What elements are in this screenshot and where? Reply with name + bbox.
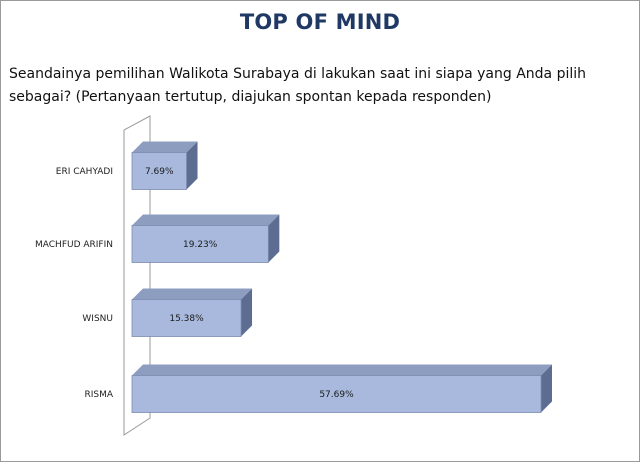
- bar-0: [131, 152, 187, 190]
- survey-question: Seandainya pemilihan Walikota Surabaya d…: [9, 66, 587, 105]
- bar-side-3: [541, 364, 552, 413]
- category-label-0: ERI CAHYADI: [56, 167, 113, 177]
- page-title: TOP OF MIND: [239, 10, 401, 34]
- bar-side-2: [241, 288, 253, 337]
- bar-top-3: [132, 364, 552, 376]
- data-label-2: 15.38%: [169, 314, 204, 324]
- data-label-0: 7.69%: [145, 167, 174, 177]
- bar-2: [131, 299, 242, 337]
- category-label-1: MACHFUD ARIFIN: [35, 240, 113, 250]
- bar-3: [131, 375, 542, 413]
- category-label-2: WISNU: [82, 314, 113, 324]
- bar-1: [131, 225, 269, 263]
- data-label-3: 57.69%: [319, 390, 354, 400]
- bar-side-0: [186, 141, 198, 190]
- bar-top-0: [132, 141, 198, 153]
- category-label-3: RISMA: [84, 390, 113, 400]
- data-label-1: 19.23%: [183, 240, 218, 250]
- bar-top-2: [132, 288, 253, 300]
- bar-side-1: [268, 214, 280, 263]
- chart-wall: [123, 115, 151, 436]
- bar-top-1: [132, 214, 280, 226]
